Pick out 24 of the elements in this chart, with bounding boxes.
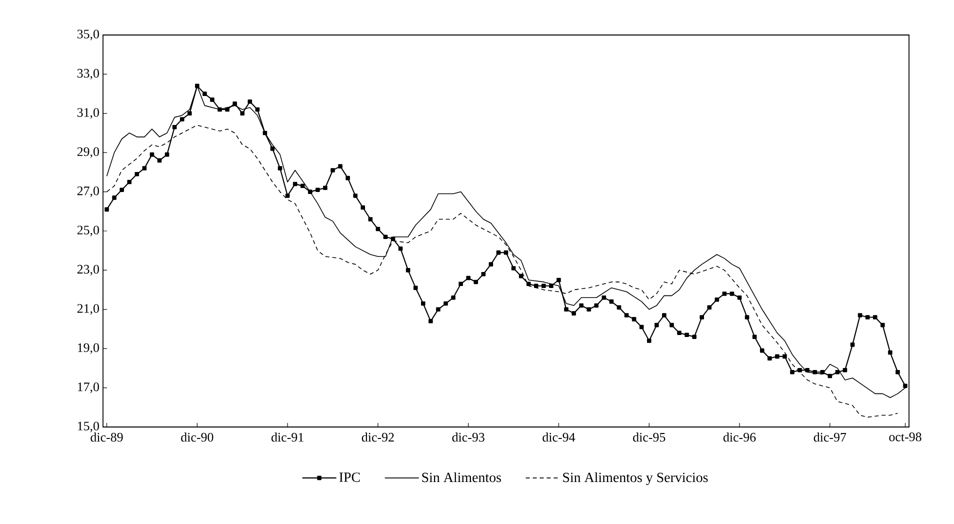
y-tick-label: 31,0 bbox=[77, 108, 99, 119]
legend-label: Sin Alimentos y Servicios bbox=[563, 472, 708, 486]
x-tick-label: dic-95 bbox=[633, 432, 666, 442]
y-tick-label: 21,0 bbox=[77, 304, 99, 315]
y-tick-label: 29,0 bbox=[77, 147, 99, 158]
y-tick-label: 23,0 bbox=[77, 264, 99, 276]
x-tick-label: dic-97 bbox=[814, 432, 846, 442]
y-tick-label: 27,0 bbox=[77, 186, 99, 198]
y-tick-label: 19,0 bbox=[78, 343, 99, 354]
y-tick-label: 33,0 bbox=[77, 68, 99, 80]
x-tick-label: dic-89 bbox=[90, 432, 123, 442]
y-tick-label: 25,0 bbox=[77, 226, 99, 236]
x-tick-label: dic-91 bbox=[271, 432, 304, 442]
y-tick-label: 35,0 bbox=[77, 30, 99, 40]
x-tick-label: dic-96 bbox=[723, 432, 756, 442]
x-tick-label: dic-94 bbox=[542, 432, 576, 442]
x-tick-label: dic-93 bbox=[452, 432, 484, 442]
y-tick-label: 17,0 bbox=[78, 382, 99, 394]
x-tick-label: dic-92 bbox=[362, 432, 394, 442]
legend-label: IPC bbox=[339, 472, 360, 482]
x-tick-label: oct-98 bbox=[889, 432, 922, 442]
x-tick-label: dic-90 bbox=[181, 432, 214, 442]
legend-label: Sin Alimentos bbox=[422, 472, 501, 482]
y-tick-label: 15,0 bbox=[78, 422, 99, 432]
